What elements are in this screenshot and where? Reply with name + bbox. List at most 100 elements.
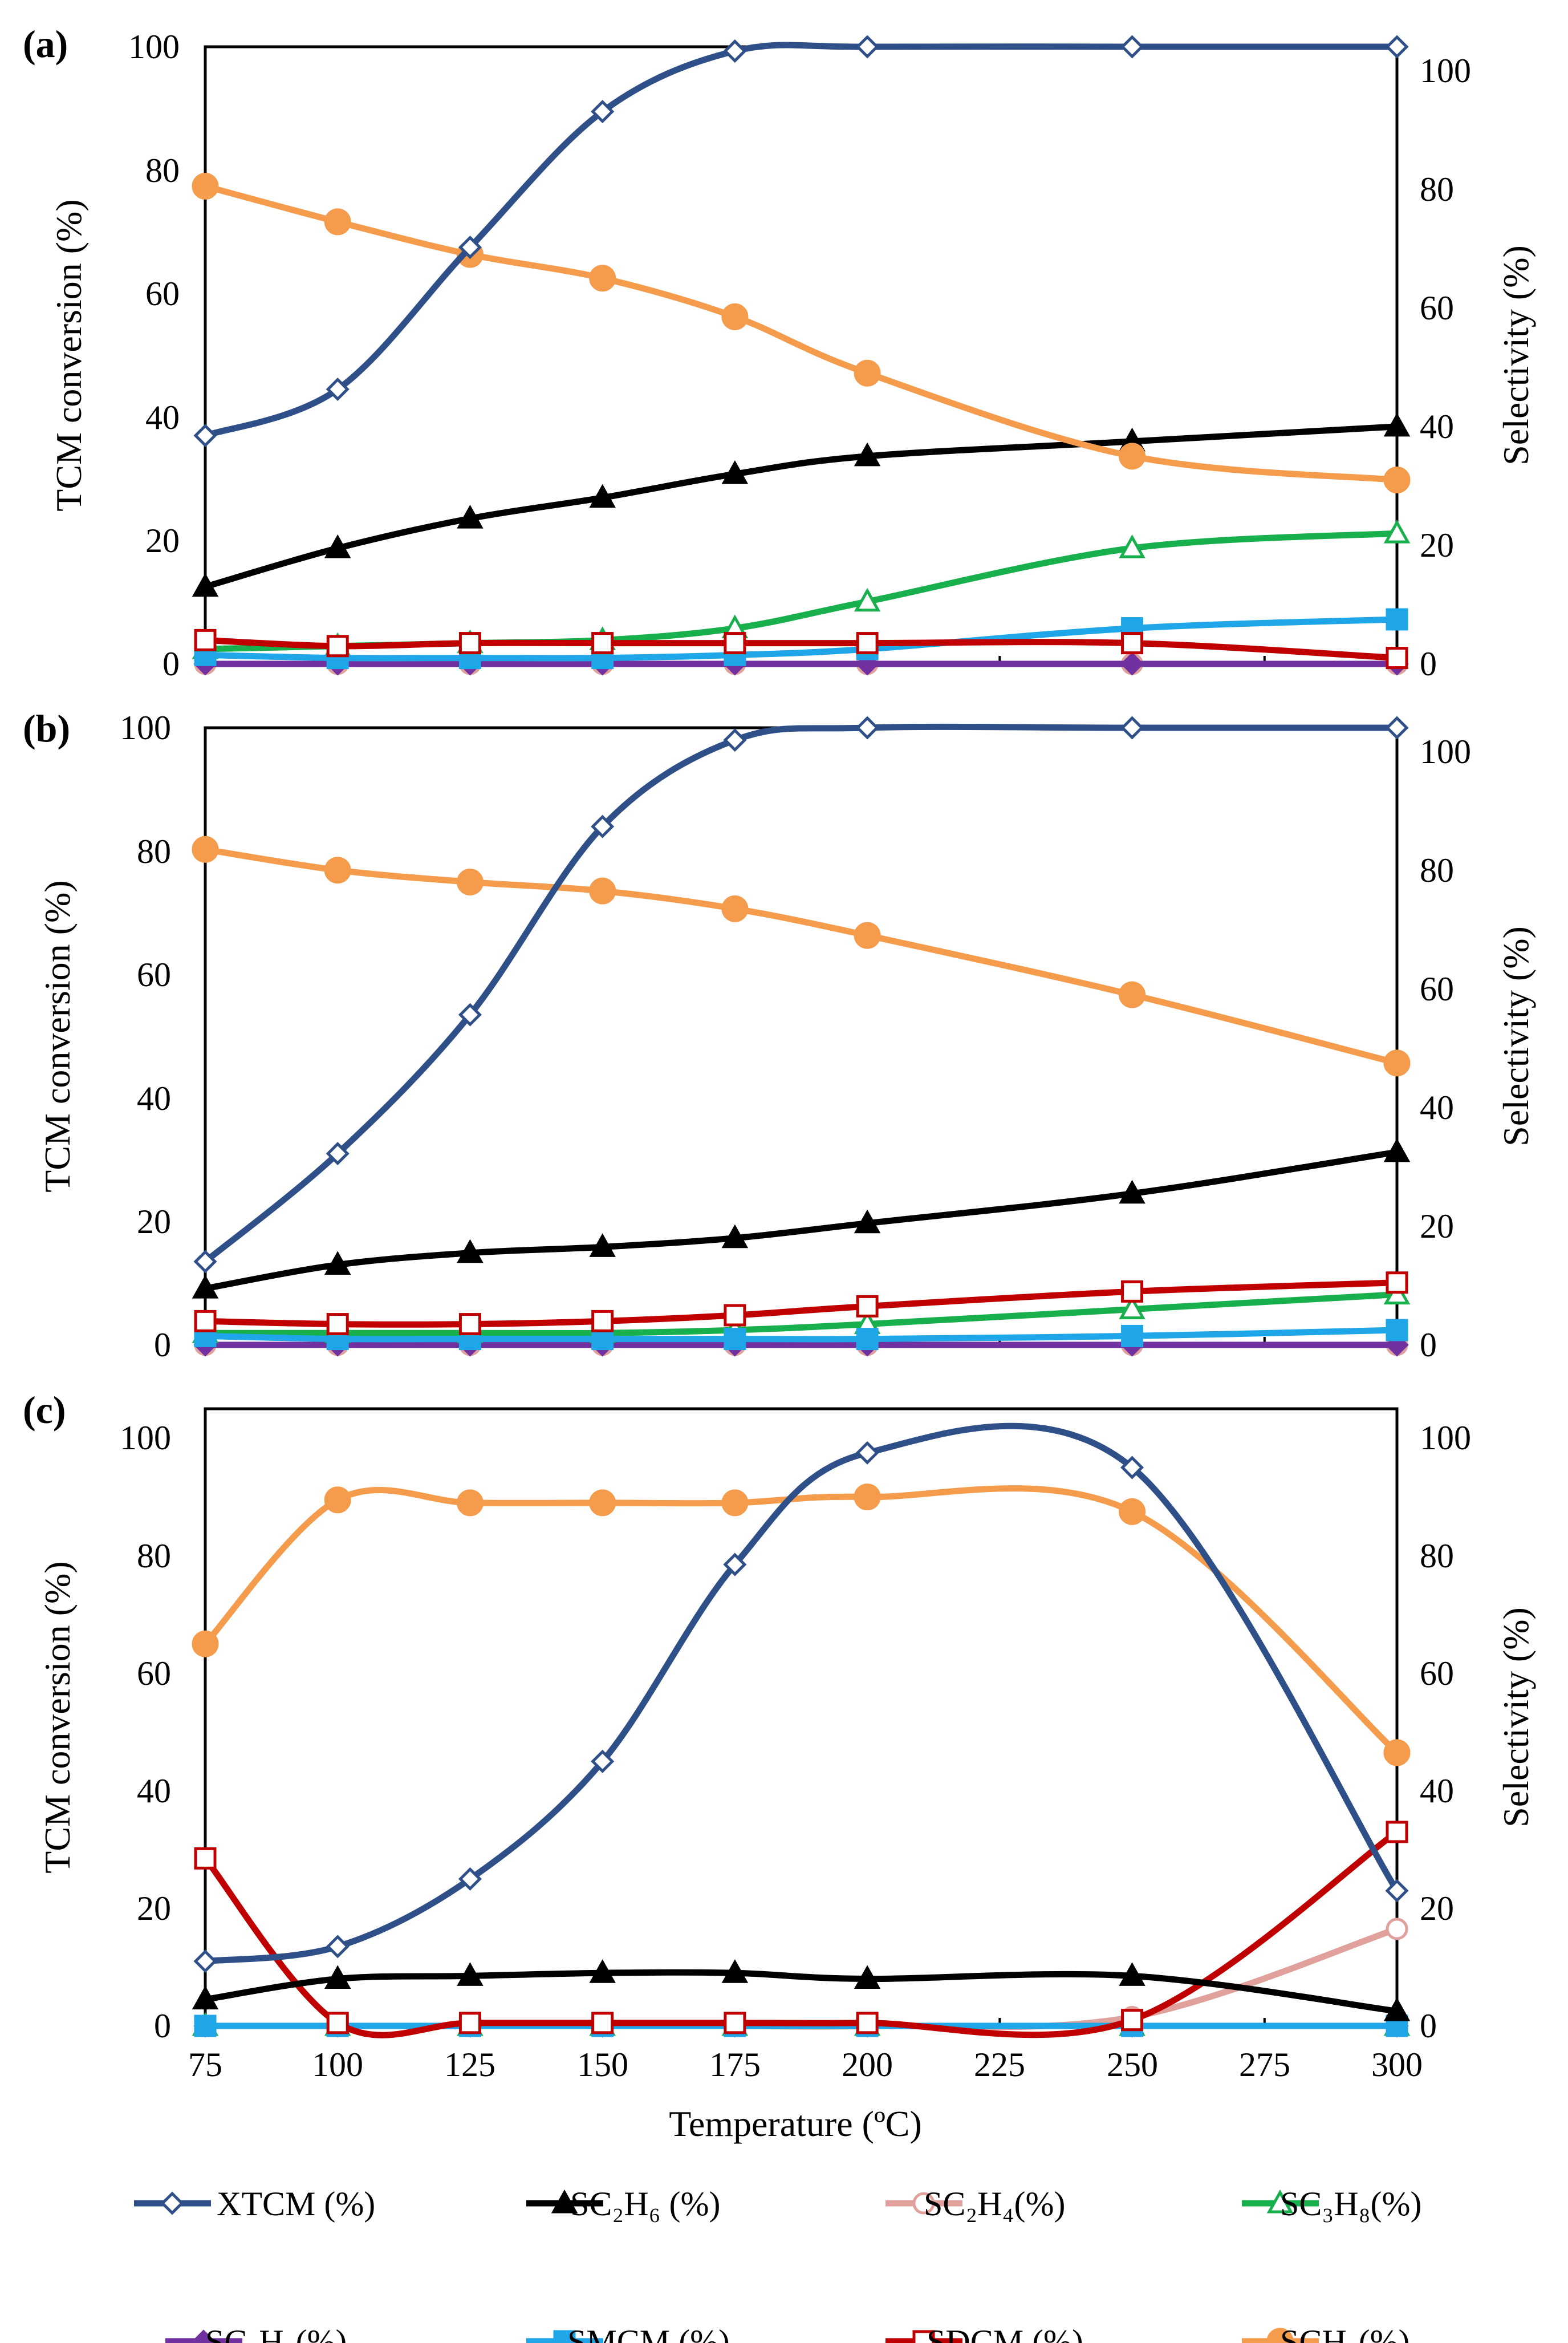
legend-label: SC₂H₆ (%) bbox=[570, 2185, 721, 2223]
data-point-smcm bbox=[194, 2014, 217, 2037]
panel-a-plot-frame bbox=[204, 45, 1399, 666]
x-axis-label: Temperature (ºC) bbox=[669, 2103, 922, 2144]
data-point-sc2h6 bbox=[324, 1251, 351, 1275]
panel-b-y2tick: 80 bbox=[1420, 852, 1454, 889]
series-line-smcm bbox=[202, 616, 1400, 662]
data-point-sc2h6 bbox=[721, 1224, 749, 1248]
data-point-xtcm bbox=[326, 377, 350, 402]
data-point-sc3h8 bbox=[1383, 519, 1411, 544]
data-point-sch4 bbox=[456, 869, 484, 895]
series-line-sch4 bbox=[202, 1485, 1400, 1756]
panel-c-ytick: 40 bbox=[137, 1772, 171, 1810]
panel-a-ytick: 100 bbox=[128, 28, 180, 66]
series-line-sc3h8 bbox=[202, 530, 1400, 652]
data-point-smcm bbox=[856, 1328, 879, 1351]
legend-marker-xtcm bbox=[160, 2191, 184, 2215]
legend-item: SDCM (%) bbox=[885, 2323, 1083, 2343]
data-point-sch4 bbox=[1119, 443, 1146, 470]
data-point-xtcm bbox=[458, 1003, 482, 1027]
legend-marker-sdcm bbox=[912, 2330, 935, 2343]
data-point-smcm bbox=[1386, 1319, 1408, 1341]
panel-a-y2label: Selectivity (%) bbox=[1496, 245, 1536, 465]
legend-label: SC₂H₄(%) bbox=[924, 2185, 1066, 2223]
panel-b-ytick: 0 bbox=[154, 1326, 171, 1364]
series-line-sc2h6 bbox=[202, 423, 1400, 590]
data-point-sc2h6 bbox=[854, 442, 881, 467]
data-point-sc2h6 bbox=[457, 504, 484, 529]
series-sch4 bbox=[192, 836, 1411, 1077]
data-point-sc2h6 bbox=[457, 1239, 484, 1263]
panel-b-ytick: 60 bbox=[137, 956, 171, 994]
x-tick: 150 bbox=[577, 2046, 628, 2083]
data-point-sc2h4 bbox=[1386, 1918, 1408, 1940]
data-point-xtcm bbox=[855, 716, 879, 740]
x-tick: 100 bbox=[312, 2046, 363, 2083]
panel-c-ytick: 80 bbox=[137, 1537, 171, 1575]
legend-item: XTCM (%) bbox=[134, 2185, 375, 2223]
data-point-sdcm bbox=[458, 632, 481, 655]
data-point-sdcm bbox=[591, 632, 614, 655]
panel-b-yticks: 0 20 40 60 80 100 bbox=[120, 709, 171, 1364]
panel-c: (c) TCM conversion (%) Selectivity (%) 0… bbox=[23, 1388, 1536, 2144]
data-point-xtcm bbox=[1385, 1879, 1409, 1903]
series-xtcm bbox=[193, 35, 1409, 448]
data-point-xtcm bbox=[1385, 716, 1409, 740]
panel-c-y2tick: 100 bbox=[1420, 1419, 1471, 1457]
x-tick: 225 bbox=[974, 2046, 1025, 2083]
data-point-smcm bbox=[1121, 1324, 1144, 1347]
data-point-sch4 bbox=[1383, 466, 1411, 493]
panel-a-ylabel: TCM conversion (%) bbox=[48, 199, 89, 511]
data-point-sdcm bbox=[591, 2012, 614, 2034]
data-point-sdcm bbox=[326, 1313, 349, 1336]
data-point-xtcm bbox=[1385, 35, 1409, 59]
x-tick: 75 bbox=[188, 2046, 222, 2083]
x-tick: 275 bbox=[1239, 2046, 1290, 2083]
panel-b-y2tick: 20 bbox=[1420, 1207, 1454, 1245]
legend-item: SC₂H₆ (%) bbox=[526, 2185, 721, 2223]
panel-b: (b) TCM conversion (%) Selectivity (%) 0… bbox=[23, 707, 1536, 1364]
panel-a-y2tick: 80 bbox=[1420, 171, 1454, 208]
panel-a-y2tick: 100 bbox=[1420, 52, 1471, 90]
panel-b-ytick: 100 bbox=[120, 709, 171, 747]
x-tick: 200 bbox=[842, 2046, 893, 2083]
data-point-sc2h6 bbox=[1119, 1962, 1145, 1986]
panel-c-ytick: 20 bbox=[137, 1890, 171, 1927]
legend-swatch-sc3h8 bbox=[1242, 2189, 1319, 2214]
data-point-sc2h6 bbox=[1119, 1179, 1145, 1204]
data-point-xtcm bbox=[1120, 1456, 1144, 1479]
data-point-sch4 bbox=[854, 1483, 881, 1511]
panel-b-y2tick: 40 bbox=[1420, 1089, 1454, 1126]
legend-label: SMCM (%) bbox=[567, 2323, 730, 2343]
x-tick: 300 bbox=[1371, 2046, 1423, 2083]
data-point-xtcm bbox=[591, 100, 615, 124]
panel-a-y2tick: 0 bbox=[1420, 645, 1437, 683]
data-point-sdcm bbox=[1386, 647, 1408, 670]
data-point-sch4 bbox=[721, 895, 749, 922]
data-point-xtcm bbox=[1120, 35, 1144, 59]
panel-b-ylabel: TCM conversion (%) bbox=[37, 880, 78, 1192]
panel-b-plot-frame bbox=[204, 726, 1399, 1347]
panel-c-y2tick: 60 bbox=[1420, 1655, 1454, 1692]
panel-a-ytick: 20 bbox=[145, 522, 180, 560]
x-tick: 175 bbox=[709, 2046, 761, 2083]
data-point-xtcm bbox=[326, 1935, 350, 1959]
panel-c-ytick: 0 bbox=[154, 2007, 171, 2045]
legend-label: SC₃H₆(%) bbox=[205, 2323, 347, 2343]
legend-label: SDCM (%) bbox=[927, 2323, 1083, 2343]
legend-marker-sc2h4 bbox=[912, 2192, 935, 2215]
legend-swatch-smcm bbox=[526, 2330, 603, 2343]
data-point-xtcm bbox=[193, 1949, 217, 1973]
panel-a-yticks: 0 20 40 60 80 100 bbox=[128, 28, 180, 683]
legend-marker-sc3h6 bbox=[192, 2329, 216, 2343]
panel-a-y2tick: 20 bbox=[1420, 526, 1454, 564]
legend-item: SMCM (%) bbox=[526, 2323, 730, 2343]
panel-b-y2tick: 0 bbox=[1420, 1326, 1437, 1364]
data-point-sch4 bbox=[721, 1489, 749, 1517]
data-point-sch4 bbox=[324, 208, 351, 236]
data-point-sc2h6 bbox=[1383, 1997, 1411, 2021]
series-sdcm bbox=[194, 1271, 1408, 1336]
data-point-sc2h6 bbox=[589, 484, 616, 508]
series-line-sch4 bbox=[202, 846, 1400, 1067]
panel-a-ytick: 0 bbox=[163, 645, 180, 683]
data-point-xtcm bbox=[723, 1552, 747, 1576]
